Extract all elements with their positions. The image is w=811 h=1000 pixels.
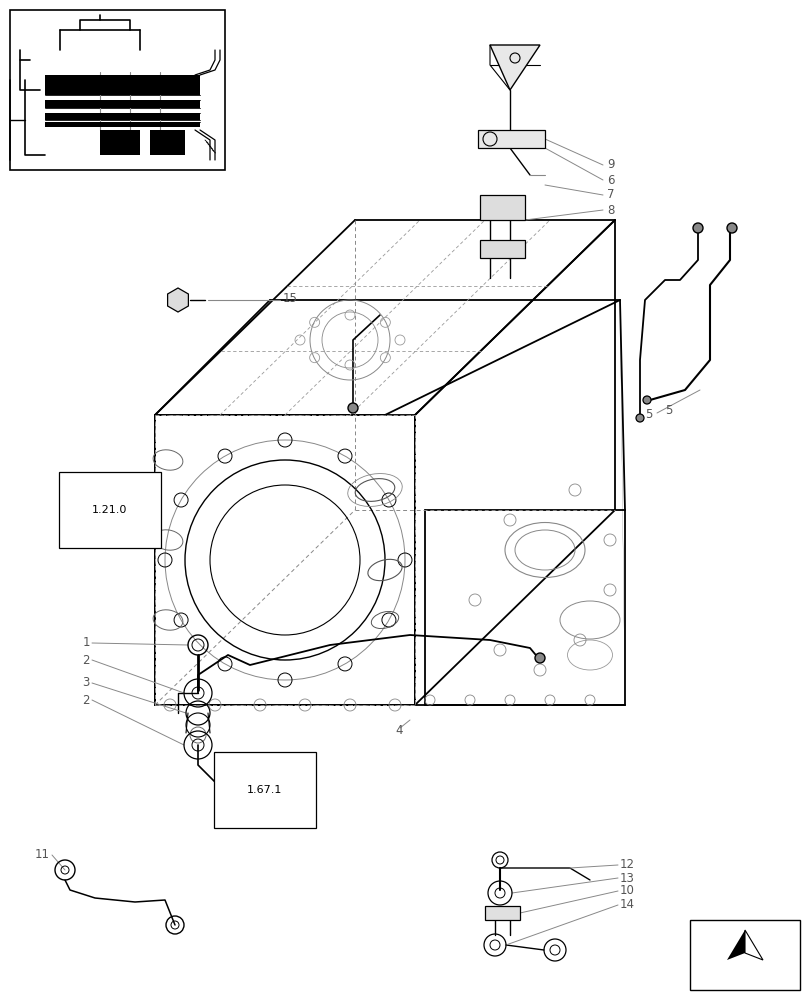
Text: 11: 11 — [35, 848, 50, 861]
Circle shape — [173, 295, 182, 305]
Polygon shape — [167, 288, 188, 312]
Circle shape — [692, 223, 702, 233]
Text: 4: 4 — [394, 724, 402, 736]
Text: 9: 9 — [607, 158, 614, 172]
Circle shape — [348, 403, 358, 413]
Polygon shape — [479, 195, 525, 220]
Polygon shape — [100, 130, 139, 155]
Text: 1.21.0: 1.21.0 — [92, 505, 127, 515]
Bar — [689, 920, 799, 990]
Text: 14: 14 — [620, 898, 634, 912]
Polygon shape — [45, 75, 200, 95]
Text: 5: 5 — [664, 403, 672, 416]
Polygon shape — [479, 240, 525, 258]
Polygon shape — [726, 930, 744, 960]
Text: 6: 6 — [607, 174, 614, 186]
Circle shape — [534, 653, 544, 663]
Text: 3: 3 — [83, 676, 90, 690]
Bar — [10, 10, 225, 170]
Polygon shape — [484, 906, 519, 920]
Text: 2: 2 — [83, 654, 90, 666]
Polygon shape — [150, 130, 185, 155]
Text: 7: 7 — [607, 188, 614, 202]
Polygon shape — [45, 122, 200, 127]
Text: 1.67.1: 1.67.1 — [247, 785, 282, 795]
Text: 2: 2 — [83, 694, 90, 706]
Polygon shape — [45, 100, 200, 108]
Text: 15: 15 — [283, 292, 298, 304]
Text: 10: 10 — [620, 884, 634, 898]
Polygon shape — [478, 130, 544, 148]
Polygon shape — [45, 113, 200, 120]
Circle shape — [635, 414, 643, 422]
Circle shape — [726, 223, 736, 233]
Polygon shape — [489, 45, 539, 90]
Text: 5: 5 — [644, 408, 651, 422]
Circle shape — [642, 396, 650, 404]
Text: 12: 12 — [620, 858, 634, 871]
Text: 1: 1 — [83, 637, 90, 650]
Text: 8: 8 — [607, 204, 614, 217]
Polygon shape — [744, 930, 762, 960]
Text: 13: 13 — [620, 871, 634, 884]
